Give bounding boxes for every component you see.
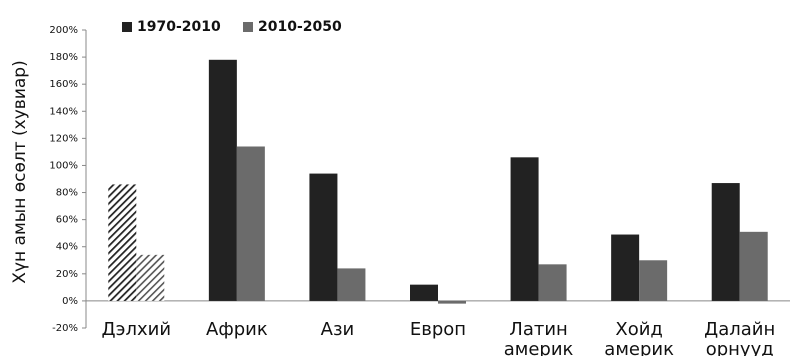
bar-2010-2050-3	[438, 300, 466, 304]
legend-swatch	[243, 22, 253, 32]
y-tick-label: 40%	[56, 242, 78, 253]
x-axis-labels: Дэлхий Африк Ази Европ ЛатинамерикХойдамерик…	[102, 319, 776, 356]
x-tick-label: америк	[504, 339, 574, 356]
x-tick-label: Европ	[410, 319, 466, 340]
bar-1970-2010-6	[711, 183, 740, 301]
y-tick-label: 140%	[49, 106, 78, 117]
x-tick-label: Дэлхий	[102, 319, 172, 340]
y-tick-label: 100%	[49, 160, 78, 171]
bar-1970-2010-5	[611, 234, 640, 301]
bar-2010-2050-0	[136, 254, 165, 301]
y-tick-label: 180%	[49, 52, 78, 63]
y-tick-label: 120%	[49, 133, 78, 144]
y-tick-label: 20%	[56, 269, 78, 280]
x-tick-label: Хойд	[615, 319, 663, 340]
y-tick-label: -20%	[52, 323, 78, 334]
y-axis-title: Хүн амын өсөлт (хувиар)	[10, 60, 30, 283]
bars	[108, 59, 768, 304]
x-tick-label: Латин	[509, 319, 568, 340]
bar-1970-2010-4	[510, 157, 539, 301]
bar-2010-2050-4	[538, 264, 567, 301]
y-tick-label: 0%	[62, 296, 78, 307]
x-tick-label: Ази	[321, 319, 355, 340]
y-tick-label: 60%	[56, 215, 78, 226]
bar-1970-2010-2	[309, 173, 338, 301]
bar-2010-2050-6	[739, 231, 768, 301]
legend: 1970-2010 2010-2050	[122, 19, 342, 35]
bar-1970-2010-1	[208, 59, 237, 301]
x-tick-label: орнууд	[706, 339, 774, 356]
bar-1970-2010-0	[108, 184, 137, 301]
legend-label: 1970-2010	[137, 19, 221, 35]
x-tick-label: Африк	[206, 319, 268, 340]
y-tick-label: 200%	[49, 25, 78, 36]
legend-swatch	[122, 22, 132, 32]
x-tick-label: америк	[604, 339, 674, 356]
bar-1970-2010-3	[410, 284, 438, 301]
x-tick-label: Далайн	[704, 319, 775, 340]
bar-2010-2050-2	[337, 268, 366, 301]
bar-2010-2050-5	[639, 260, 668, 301]
y-tick-label: 80%	[56, 188, 78, 199]
y-tick-label: 160%	[49, 79, 78, 90]
legend-label: 2010-2050	[258, 19, 342, 35]
bar-2010-2050-1	[236, 146, 265, 301]
